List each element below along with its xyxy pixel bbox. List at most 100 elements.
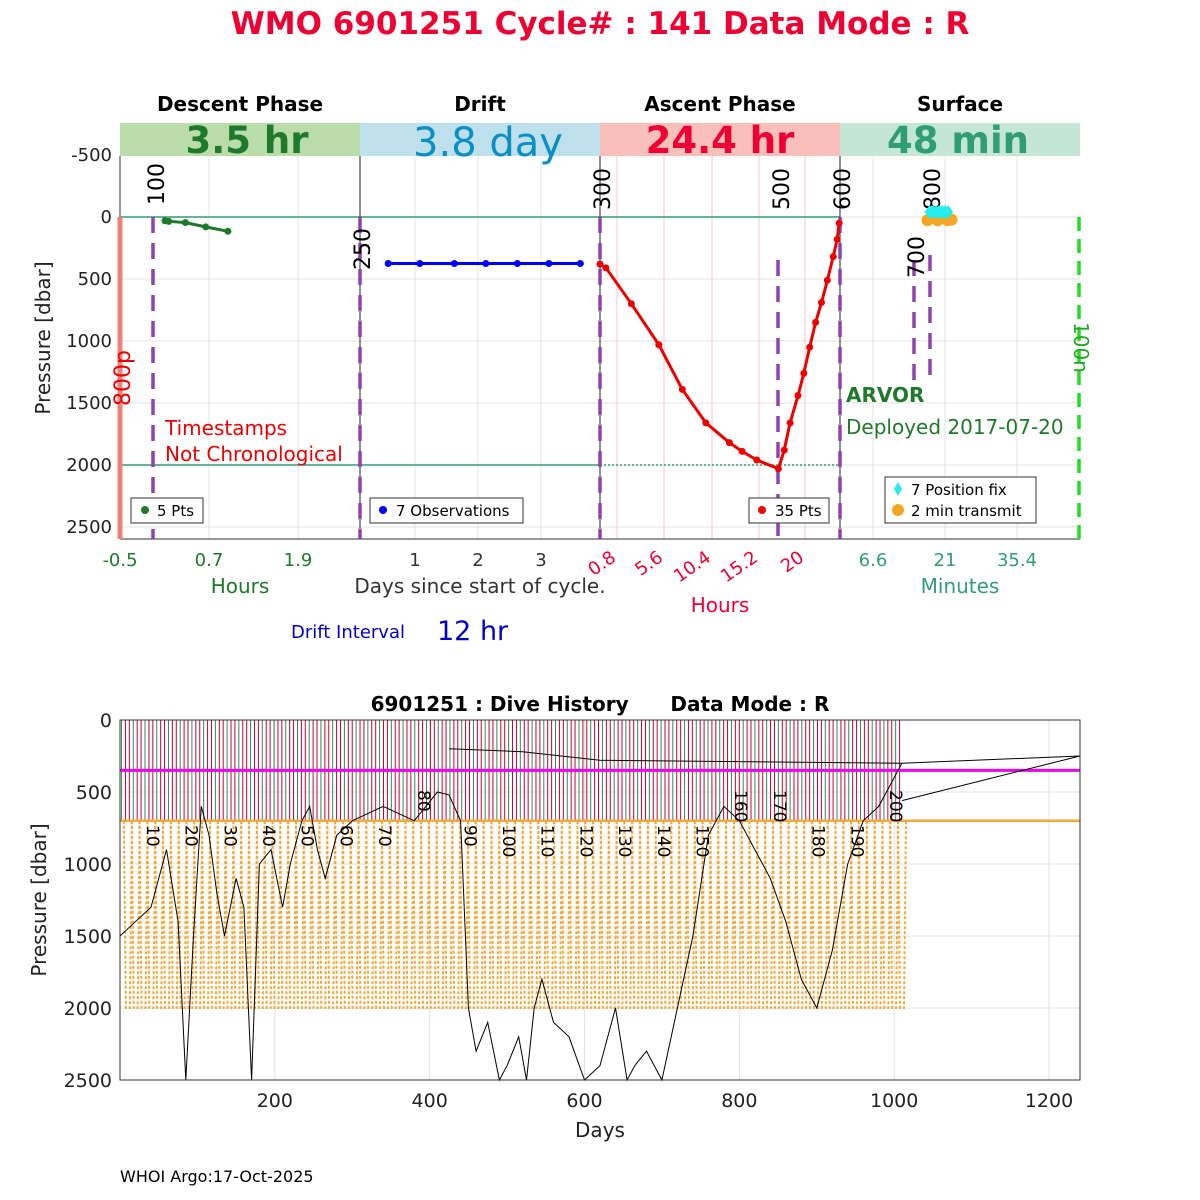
descent-tick-2: 1.9	[284, 550, 313, 571]
cycle-label: 200	[885, 790, 905, 822]
drift-legend-box	[369, 497, 524, 524]
cycle-profile	[177, 820, 188, 1009]
marker-800-label: 800	[921, 168, 946, 210]
cycle-label: 20	[181, 825, 201, 847]
bottom-x-label: Days	[575, 1118, 625, 1142]
cycle-profile	[732, 820, 743, 1009]
cycle-profile	[240, 820, 251, 1009]
marker-700-label: 700	[905, 236, 930, 278]
cycle-profile	[365, 820, 376, 1009]
top-y-ticks: -500 0 500 1000 1500 2000 2500	[66, 145, 112, 538]
drift-point	[416, 260, 424, 267]
cycle-profile	[435, 820, 446, 1009]
top-y-tick-label: -500	[71, 145, 112, 166]
cycle-label: 90	[459, 825, 479, 847]
marker-100n-label: 100n	[1069, 322, 1093, 373]
descent-header: Descent Phase	[157, 92, 323, 116]
top-panel: Descent Phase Drift Ascent Phase Surface…	[31, 92, 1093, 647]
cycle-profile	[443, 820, 454, 1009]
cycle-profile	[748, 820, 759, 1009]
cycle-profile	[865, 820, 876, 1009]
cycle-profile	[420, 820, 431, 1009]
drift-point	[513, 260, 521, 267]
cycle-profile	[404, 820, 415, 1009]
ascent-point	[800, 369, 808, 377]
descent-x-label: Hours	[211, 574, 270, 598]
descent-point	[181, 219, 189, 227]
cycle-profile	[638, 820, 649, 1009]
float-type: ARVOR	[846, 383, 924, 407]
drift-point	[384, 260, 392, 267]
position-fix-legend-marker	[894, 482, 902, 496]
cycle-profile	[740, 820, 751, 1009]
top-y-tick-label: 500	[78, 269, 112, 290]
drift-tick-1: 2	[472, 550, 483, 571]
bottom-y-tick-label: 2500	[64, 1070, 112, 1092]
dive-history-panel: 6901251 : Dive History Data Mode : R 10 2…	[27, 692, 1081, 1142]
ascent-tick-4: 20	[777, 547, 808, 577]
drift-band	[360, 123, 600, 156]
marker-800p-label: 800p	[111, 350, 136, 406]
trajectory-path	[448, 748, 1081, 802]
deployed-date: Deployed 2017-07-20	[846, 415, 1064, 439]
ascent-point	[702, 419, 710, 427]
cycle-profile	[357, 820, 368, 1009]
ascent-point	[602, 264, 610, 272]
warning-line-2: Not Chronological	[165, 442, 343, 466]
bottom-frame	[119, 719, 1081, 1081]
descent-tick-0: -0.5	[102, 550, 137, 571]
drift-legend: 7 Observations	[369, 497, 524, 524]
cycle-profile	[396, 820, 407, 1009]
cycle-profile	[787, 820, 798, 1009]
marker-100-label: 100	[145, 163, 170, 205]
cycle-labels: 10 20 30 40 50 60 70 80 90 100 110 120 130 140 150 160 1…	[142, 790, 905, 857]
surface-x-label: Minutes	[921, 574, 1000, 598]
surface-header: Surface	[917, 92, 1003, 116]
ascent-point	[823, 276, 831, 284]
ascent-point	[678, 385, 686, 393]
cycle-profile	[349, 820, 360, 1009]
ascent-legend-text: 35 Pts	[775, 502, 822, 520]
transmit-legend-marker	[892, 504, 904, 516]
top-y-tick-label: 1500	[66, 393, 112, 414]
cycle-profile	[756, 820, 767, 1009]
bottom-grid	[120, 719, 1080, 1081]
cycle-profile	[318, 820, 329, 1009]
drift-duration: 3.8 day	[413, 120, 563, 166]
top-y-tick-label: 1000	[66, 331, 112, 352]
ascent-series	[596, 219, 843, 473]
cycle-profile	[373, 820, 384, 1009]
drift-point	[576, 260, 584, 267]
cycle-profile	[185, 820, 196, 1009]
cycle-profile	[717, 820, 728, 1009]
cycle-label: 100	[498, 825, 518, 857]
ascent-point	[655, 341, 663, 349]
ascent-point	[786, 419, 794, 427]
surface-tick-0: 6.6	[859, 550, 888, 571]
ascent-point	[833, 235, 841, 243]
descent-band	[120, 123, 360, 156]
drift-legend-text: 7 Observations	[396, 502, 510, 520]
cycle-profile	[560, 820, 571, 1009]
cycle-profile	[122, 820, 133, 1009]
cycle-profile	[521, 820, 532, 1009]
cycle-profile	[881, 820, 892, 1009]
surface-duration: 48 min	[887, 119, 1029, 162]
ascent-point	[738, 447, 746, 455]
descent-series	[161, 217, 232, 235]
ascent-point	[627, 300, 635, 308]
cycle-label: 170	[769, 790, 789, 822]
bottom-x-tick-label: 800	[721, 1090, 757, 1112]
cycle-profile	[779, 820, 790, 1009]
drift-header: Drift	[454, 92, 506, 116]
top-y-label: Pressure [dbar]	[31, 261, 55, 414]
bottom-y-tick-label: 0	[100, 710, 112, 732]
cycle-label: 120	[575, 825, 595, 857]
cycle-profile	[146, 820, 157, 1009]
bottom-y-tick-label: 1500	[64, 926, 112, 948]
ascent-duration: 24.4 hr	[646, 119, 796, 162]
cycle-label: 30	[219, 825, 239, 847]
cycle-profile	[154, 820, 165, 1009]
descent-point	[165, 217, 173, 225]
